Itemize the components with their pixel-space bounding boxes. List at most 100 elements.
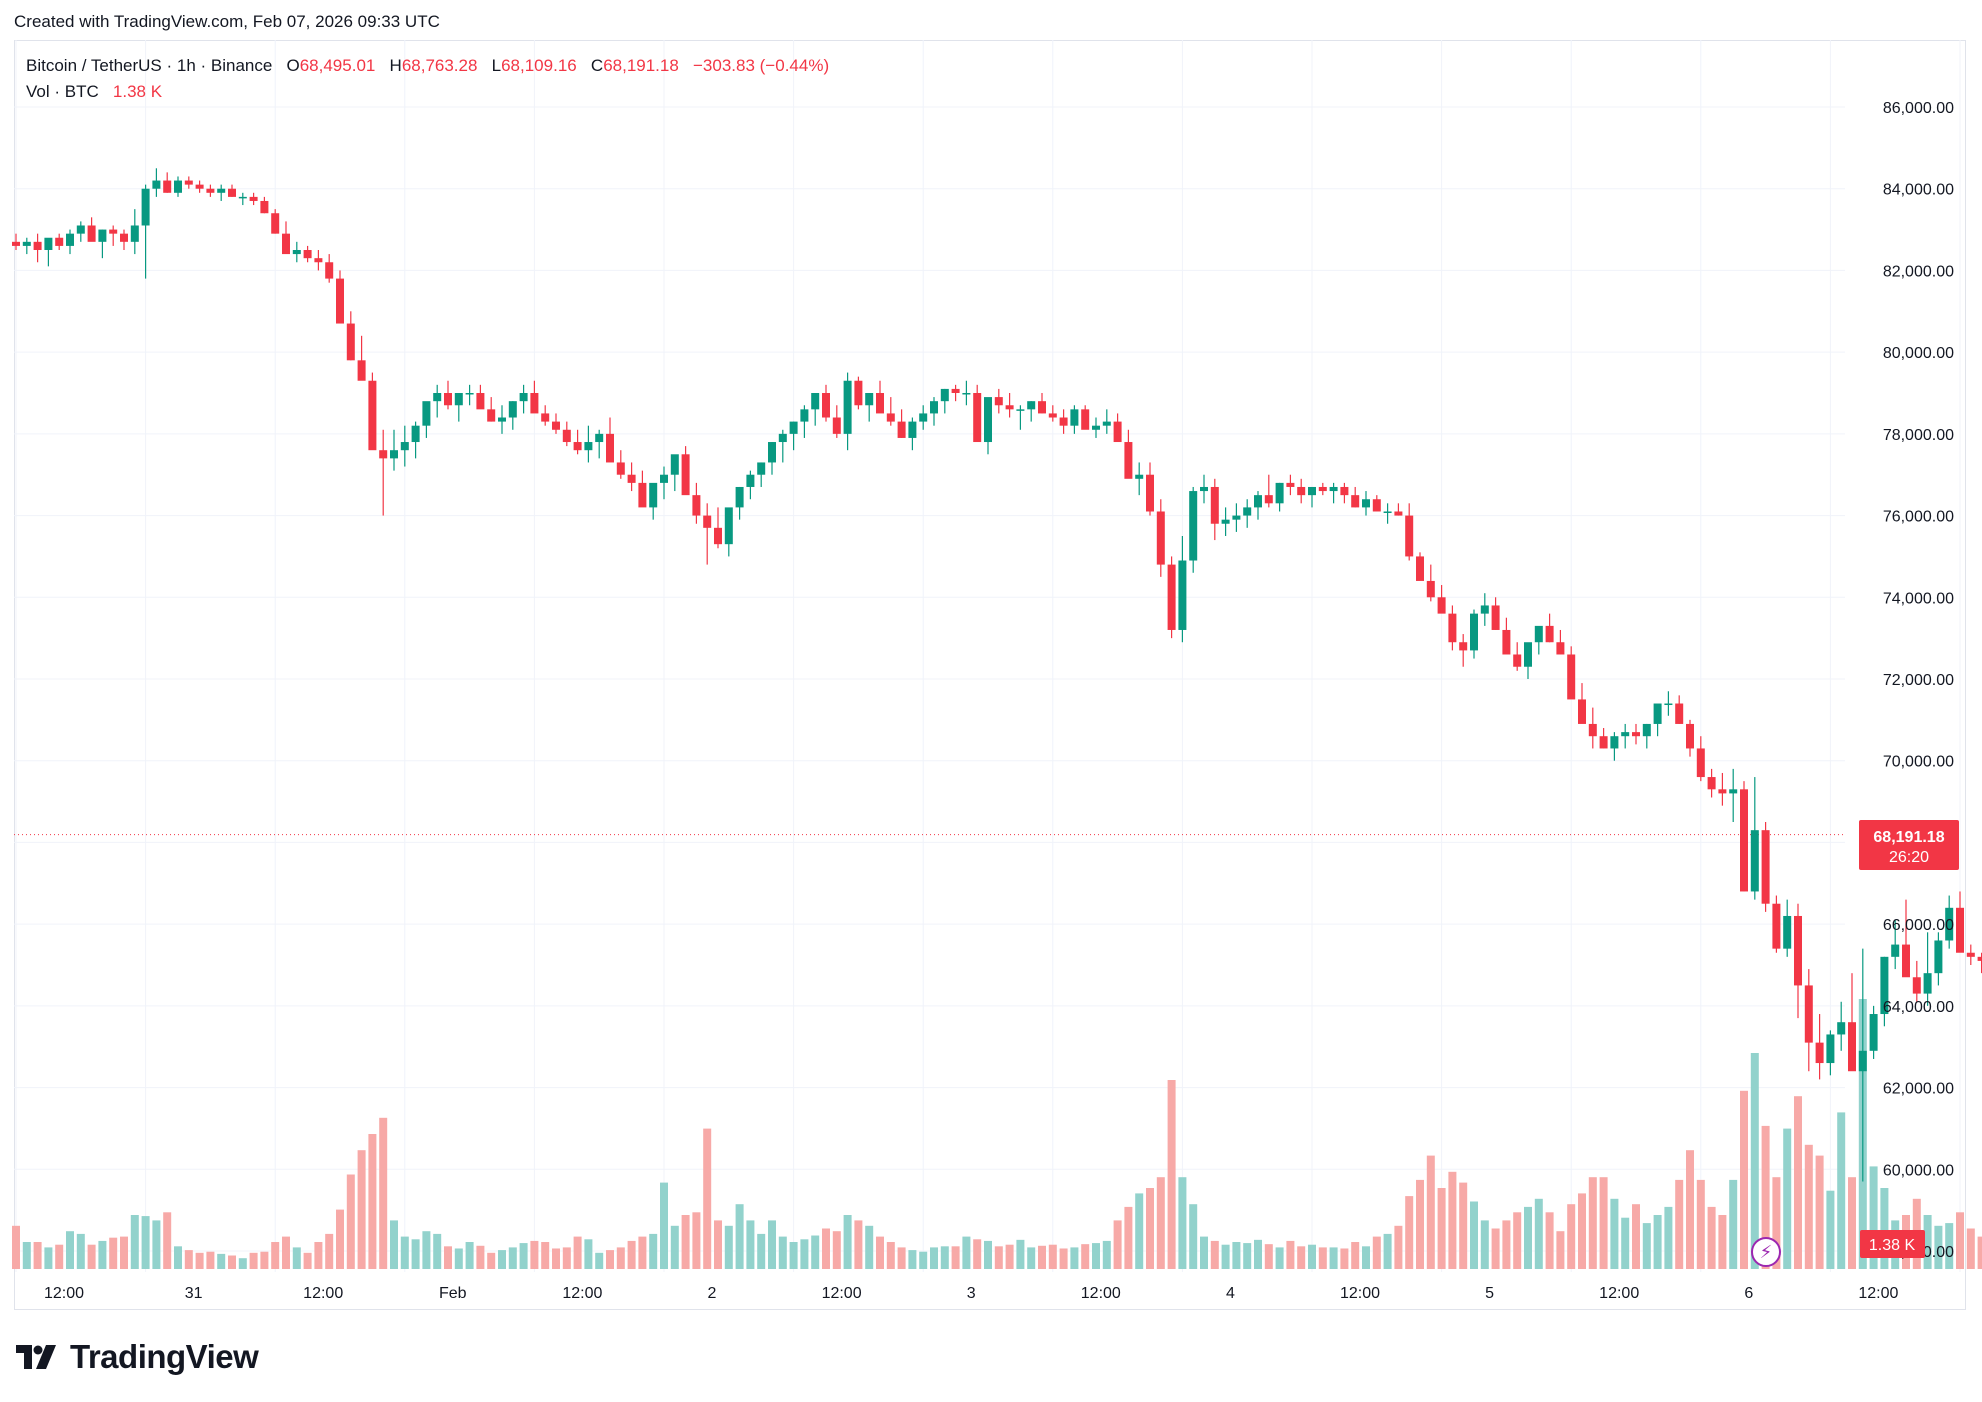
tradingview-logo[interactable]: TradingView: [16, 1338, 259, 1376]
candle-body: [1653, 703, 1662, 724]
volume-bar: [1232, 1242, 1241, 1269]
candle-body: [778, 433, 787, 443]
volume-bar: [1977, 1236, 1982, 1269]
volume-bar: [1048, 1244, 1057, 1269]
volume-bar: [1815, 1155, 1824, 1269]
x-tick-label: 2: [708, 1285, 717, 1302]
candle-body: [616, 462, 625, 475]
candle-body: [1761, 830, 1770, 904]
candle-body: [357, 360, 366, 381]
lightning-icon[interactable]: ⚡: [1751, 1237, 1781, 1267]
candle-body: [400, 442, 409, 451]
candle-body: [1621, 732, 1630, 737]
volume-bar: [681, 1215, 690, 1269]
volume-bar: [1545, 1212, 1554, 1269]
volume-bar: [174, 1246, 182, 1269]
candle-body: [260, 200, 269, 214]
volume-bar: [1513, 1212, 1522, 1269]
volume-bar: [1664, 1206, 1673, 1269]
candle-body: [1005, 405, 1014, 410]
candle-body: [33, 241, 42, 250]
candle-body: [1081, 409, 1090, 430]
candle-body: [1210, 486, 1219, 524]
candle-body: [962, 393, 971, 395]
candle-body: [822, 393, 830, 418]
candle-body: [195, 184, 204, 189]
volume-bar: [1686, 1150, 1694, 1269]
volume-bar: [454, 1248, 463, 1269]
candle-body: [1912, 977, 1921, 994]
candle-body: [1124, 442, 1133, 479]
candle-body: [476, 393, 485, 410]
volume-value: 1.38 K: [112, 82, 163, 101]
candle-countdown: 26:20: [1889, 849, 1929, 866]
volume-bar: [1070, 1247, 1079, 1269]
volume-bar: [130, 1215, 139, 1269]
volume-label[interactable]: Vol · BTC: [26, 82, 99, 101]
candle-body: [1815, 1042, 1824, 1064]
candle-body: [1545, 625, 1554, 643]
candle-body: [541, 413, 550, 422]
candle-body: [1394, 511, 1403, 516]
candle-body: [552, 421, 560, 430]
candle-body: [1675, 703, 1684, 724]
candle-body: [1729, 789, 1738, 794]
volume-bar: [1880, 1188, 1889, 1269]
chart-frame[interactable]: [14, 40, 1966, 1310]
y-tick-label: 76,000.00: [1883, 509, 1954, 526]
candle-body: [681, 454, 690, 496]
candle-body: [66, 233, 74, 246]
volume-bar: [800, 1239, 809, 1269]
candle-body: [886, 413, 895, 422]
candle-body: [217, 188, 226, 193]
volume-bar: [746, 1220, 755, 1269]
volume-bar: [1653, 1215, 1662, 1269]
candle-body: [1459, 642, 1468, 651]
volume-bar: [498, 1250, 506, 1269]
volume-bar: [357, 1150, 366, 1269]
symbol-title[interactable]: Bitcoin / TetherUS · 1h · Binance: [26, 56, 273, 75]
volume-bar: [1405, 1196, 1414, 1269]
candle-body: [573, 442, 582, 451]
volume-bar: [1286, 1240, 1295, 1269]
y-tick-label: 60,000.00: [1883, 1162, 1954, 1179]
candle-body: [994, 397, 1003, 406]
candle-body: [984, 397, 992, 443]
x-tick-label: 12:00: [822, 1285, 862, 1302]
candle-body: [120, 233, 128, 242]
change-value: −303.83 (−0.44%): [693, 56, 830, 75]
volume-bar: [1243, 1243, 1252, 1269]
volume-bar: [508, 1247, 517, 1269]
candle-body: [1642, 723, 1651, 737]
candle-body: [465, 393, 474, 395]
candle-body: [562, 429, 571, 443]
candle-body: [325, 262, 334, 279]
volume-bar: [1480, 1220, 1489, 1269]
candle-body: [1059, 417, 1068, 426]
candle-body: [271, 213, 280, 234]
x-tick-label: 12:00: [303, 1285, 343, 1302]
candle-body: [22, 241, 31, 246]
candle-body: [789, 421, 798, 434]
candle-body: [1740, 789, 1748, 892]
candle-body: [1707, 777, 1716, 790]
volume-bar: [12, 1225, 20, 1269]
volume-bar: [1275, 1247, 1284, 1269]
candle-body: [346, 323, 355, 361]
volume-bar: [1383, 1233, 1392, 1269]
y-tick-label: 66,000.00: [1883, 917, 1954, 934]
volume-bar: [843, 1215, 852, 1269]
candle-body: [724, 507, 733, 545]
candle-body: [1534, 625, 1543, 643]
volume-bar: [1297, 1246, 1306, 1269]
volume-bar: [1502, 1220, 1511, 1269]
candle-body: [1556, 642, 1565, 655]
volume-bar: [530, 1240, 539, 1269]
candle-body: [692, 495, 701, 516]
candle-body: [660, 474, 668, 483]
volume-bar: [908, 1250, 917, 1269]
volume-bar: [379, 1117, 388, 1269]
candle-body: [1167, 564, 1176, 630]
candle-body: [390, 450, 398, 459]
